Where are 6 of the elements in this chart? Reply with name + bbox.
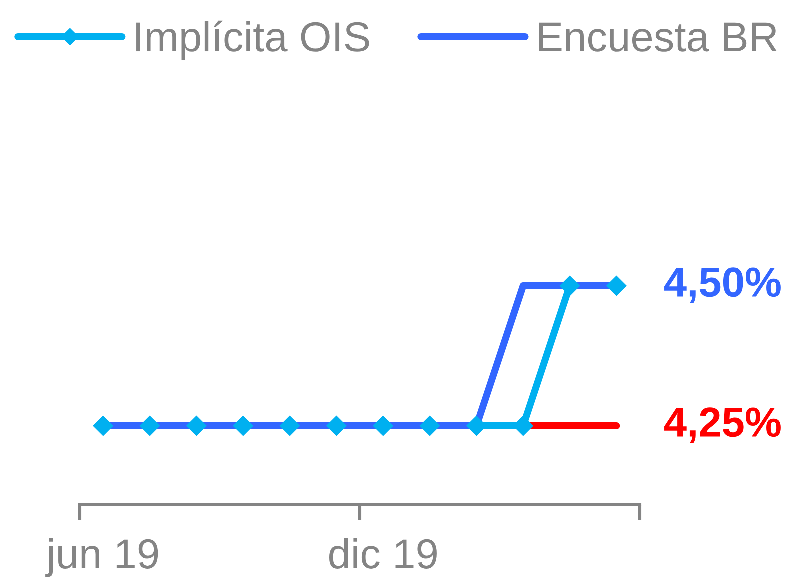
x-tick-label: dic 19 xyxy=(329,538,437,569)
x-tick-label: jun 19 xyxy=(46,538,158,578)
data-label: 4,50% xyxy=(664,268,781,304)
legend-label: Implícita OIS xyxy=(136,20,370,60)
legend-label: Encuesta BR xyxy=(539,22,777,52)
data-label: 4,25% xyxy=(664,408,781,444)
